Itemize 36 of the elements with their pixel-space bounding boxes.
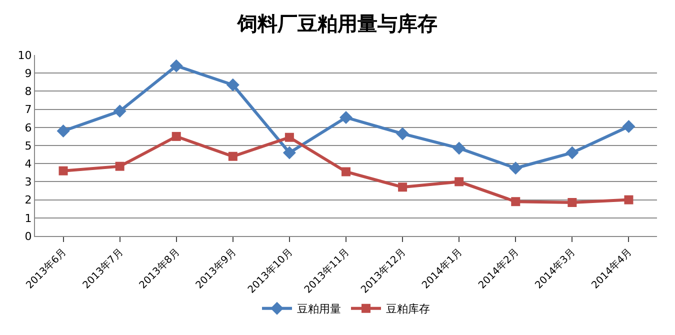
point: [396, 127, 410, 140]
point: [56, 124, 70, 138]
point: [170, 59, 183, 72]
y-tick-label: 10: [18, 48, 32, 62]
y-tick-label: 5: [24, 139, 32, 152]
y-tick-label: 8: [24, 85, 32, 98]
y-tick-label: 0: [24, 230, 32, 243]
point: [115, 162, 124, 171]
point: [282, 146, 296, 160]
point: [58, 166, 68, 176]
legend-label: 豆粕库存: [386, 302, 430, 316]
point: [509, 162, 522, 175]
point: [340, 110, 352, 124]
point: [284, 132, 294, 142]
legend-label: 豆粕用量: [297, 302, 341, 316]
point: [342, 167, 350, 176]
point: [398, 182, 408, 192]
point: [452, 142, 466, 155]
point: [226, 78, 240, 92]
point: [622, 120, 636, 133]
point: [566, 146, 579, 160]
chart-title: 饲料厂豆粕用量与库存: [236, 11, 438, 36]
point: [172, 132, 181, 141]
y-tick-label: 9: [24, 66, 32, 80]
y-tick-label: 6: [24, 121, 32, 134]
y-tick-label: 1: [24, 212, 32, 225]
point: [228, 152, 238, 161]
y-tick-label: 2: [24, 194, 32, 207]
point: [624, 195, 634, 204]
y-tick-label: 7: [24, 103, 32, 116]
point: [511, 197, 520, 206]
point: [113, 104, 126, 118]
y-tick-label: 4: [24, 157, 32, 170]
y-tick-label: 3: [24, 176, 32, 189]
point: [454, 177, 464, 186]
point: [568, 198, 577, 208]
